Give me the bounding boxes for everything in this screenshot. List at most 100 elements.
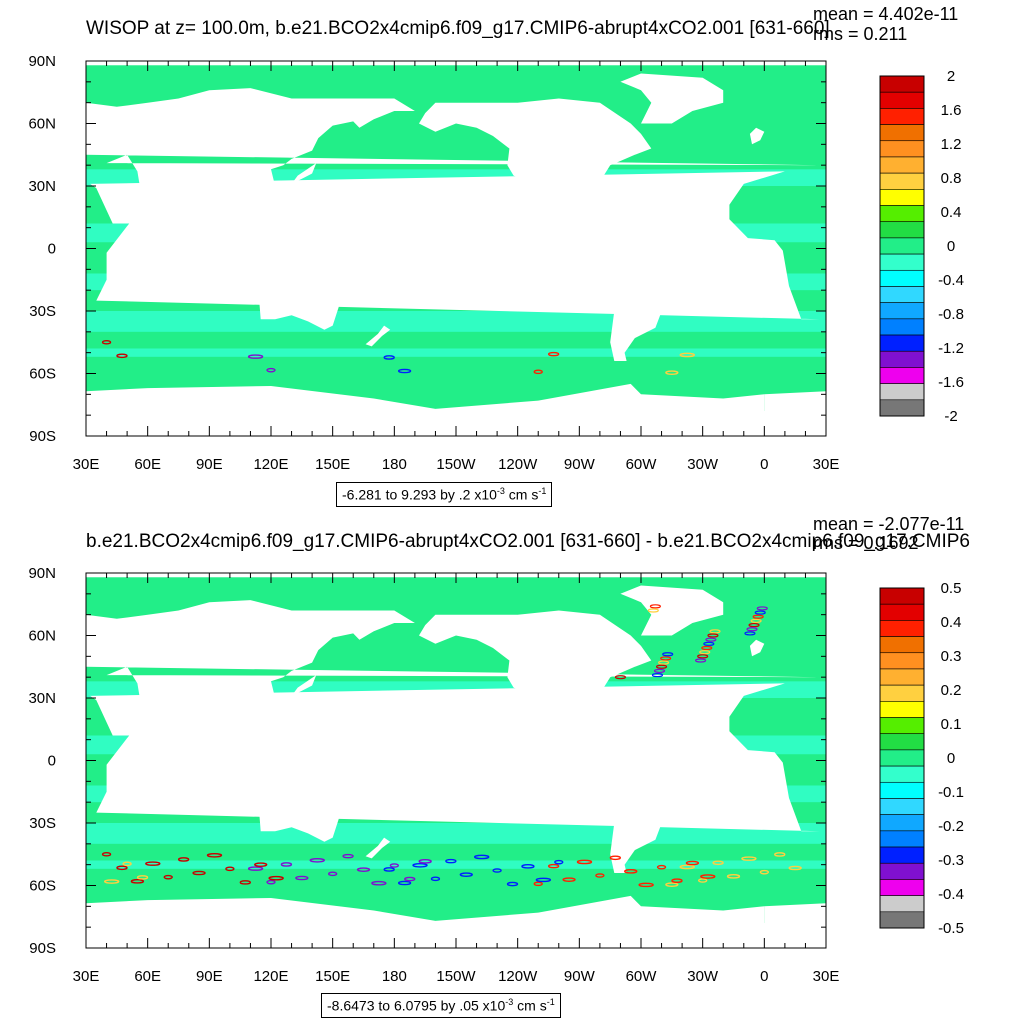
range-unit-exp: -1	[546, 997, 555, 1007]
zonal-band	[86, 860, 826, 869]
land-borneo	[248, 236, 269, 257]
eddy-mark	[554, 859, 564, 865]
land-eurasia	[0, 600, 80, 758]
chart-panel-top: WISOP at z= 100.0m, b.e21.BCO2x4cmip6.f0…	[10, 4, 964, 507]
eddy-mark	[660, 656, 672, 661]
land-australia	[258, 271, 339, 330]
eddy-mark	[192, 870, 206, 876]
land-uk	[749, 639, 765, 657]
land-borneo	[248, 748, 269, 769]
eddy-mark	[595, 873, 605, 878]
eddy-mark	[459, 872, 473, 877]
eddy-mark	[697, 654, 709, 659]
land-madagascar	[855, 788, 867, 813]
eddy-mark	[741, 856, 757, 861]
colorbar-swatch	[879, 237, 925, 255]
land-japan	[291, 163, 317, 184]
range-text: -6.281 to 9.293 by .2 x10	[342, 486, 497, 503]
eddy-mark	[130, 879, 145, 884]
eddy-mark	[712, 860, 724, 866]
y-tick-label: 60N	[28, 116, 56, 133]
eddy-mark	[647, 608, 659, 613]
x-tick-label: 60W	[626, 968, 658, 985]
colorbar-swatch	[879, 895, 925, 913]
eddy-mark	[701, 645, 713, 651]
colorbar-label: 0.8	[941, 170, 962, 187]
eddy-mark	[404, 876, 416, 882]
colorbar-swatch	[879, 603, 925, 621]
eddy-mark	[521, 864, 535, 869]
land-madagascar	[114, 787, 128, 813]
zonal-band	[86, 348, 826, 357]
colorbar-label: 0	[947, 750, 955, 767]
x-tick-label: 60W	[626, 456, 658, 473]
colorbar-label: 2	[947, 68, 955, 85]
eddy-mark	[679, 352, 695, 358]
colorbar-swatch	[879, 91, 925, 109]
range-exp: -3	[496, 486, 505, 496]
map-area	[10, 61, 826, 436]
x-tick-label: 180	[382, 968, 407, 985]
colorbar-swatch	[879, 75, 925, 93]
eddy-mark	[700, 874, 716, 879]
colorbar-swatch	[879, 172, 925, 190]
x-tick-label: 90E	[196, 968, 223, 985]
eddy-mark	[665, 370, 679, 375]
eddy-mark	[535, 877, 552, 883]
eddy-mark	[280, 862, 293, 867]
eddy-mark	[266, 879, 276, 885]
colorbar-swatch	[879, 350, 925, 368]
eddy-mark	[547, 863, 560, 869]
eddy-mark	[383, 355, 395, 360]
eddy-mark	[662, 652, 674, 657]
eddy-mark	[685, 860, 700, 866]
colorbar-swatch	[879, 879, 925, 896]
eddy-mark	[679, 864, 695, 870]
colorbar-label: 0.5	[941, 580, 962, 597]
colorbar-swatch	[879, 781, 925, 799]
eddy-mark	[247, 866, 264, 871]
land-uk	[10, 640, 24, 657]
colorbar-swatch	[879, 399, 925, 417]
eddy-mark	[492, 868, 502, 873]
eddy-mark	[383, 867, 395, 872]
colorbar-swatch	[879, 302, 925, 320]
colorbar-swatch	[879, 652, 925, 670]
eddy-mark	[342, 853, 354, 859]
mean-stat: mean = -2.077e-11	[813, 514, 965, 534]
eddy-mark	[225, 866, 235, 872]
chart-plot: 30E 60E 90E 120E 150E 180 150W 120W 90W 60W 30W 0 30…	[10, 53, 964, 473]
y-tick-label: 30S	[29, 303, 56, 320]
colorbar-label: -0.4	[938, 272, 964, 289]
colorbar-swatch	[879, 334, 925, 352]
eddy-mark	[418, 859, 432, 864]
range-unit: cm s	[504, 486, 539, 503]
x-tick-label: 30E	[73, 968, 100, 985]
eddy-mark	[754, 610, 766, 615]
eddy-mark	[746, 627, 758, 632]
colorbar-label: -0.5	[938, 920, 964, 937]
x-tick-label: 150W	[436, 968, 476, 985]
eddy-mark	[658, 660, 670, 665]
eddy-mark	[705, 637, 717, 642]
land-nz	[365, 837, 391, 859]
colorbar-label: 1.6	[941, 102, 962, 119]
colorbar-swatch	[879, 156, 925, 174]
chart-title: b.e21.BCO2x4cmip6.f09_g17.CMIP6-abrupt4x…	[86, 531, 971, 552]
land-uk	[10, 128, 24, 145]
range-unit: cm s	[513, 997, 547, 1014]
x-tick-label: 0	[760, 456, 768, 473]
eddy-mark	[748, 622, 760, 628]
colorbar-swatch	[879, 108, 925, 125]
x-tick-label: 30W	[687, 456, 719, 473]
eddy-mark	[624, 869, 638, 874]
colorbar-swatch	[879, 717, 925, 735]
y-tick-label: 90S	[29, 940, 56, 957]
eddy-mark	[726, 874, 741, 879]
eddy-mark	[371, 880, 387, 886]
land-eurasia	[86, 600, 820, 759]
y-tick-label: 0	[48, 241, 56, 258]
land-australia	[999, 783, 1024, 841]
colorbar-swatch	[879, 668, 925, 686]
colorbar-label: -0.3	[938, 852, 964, 869]
